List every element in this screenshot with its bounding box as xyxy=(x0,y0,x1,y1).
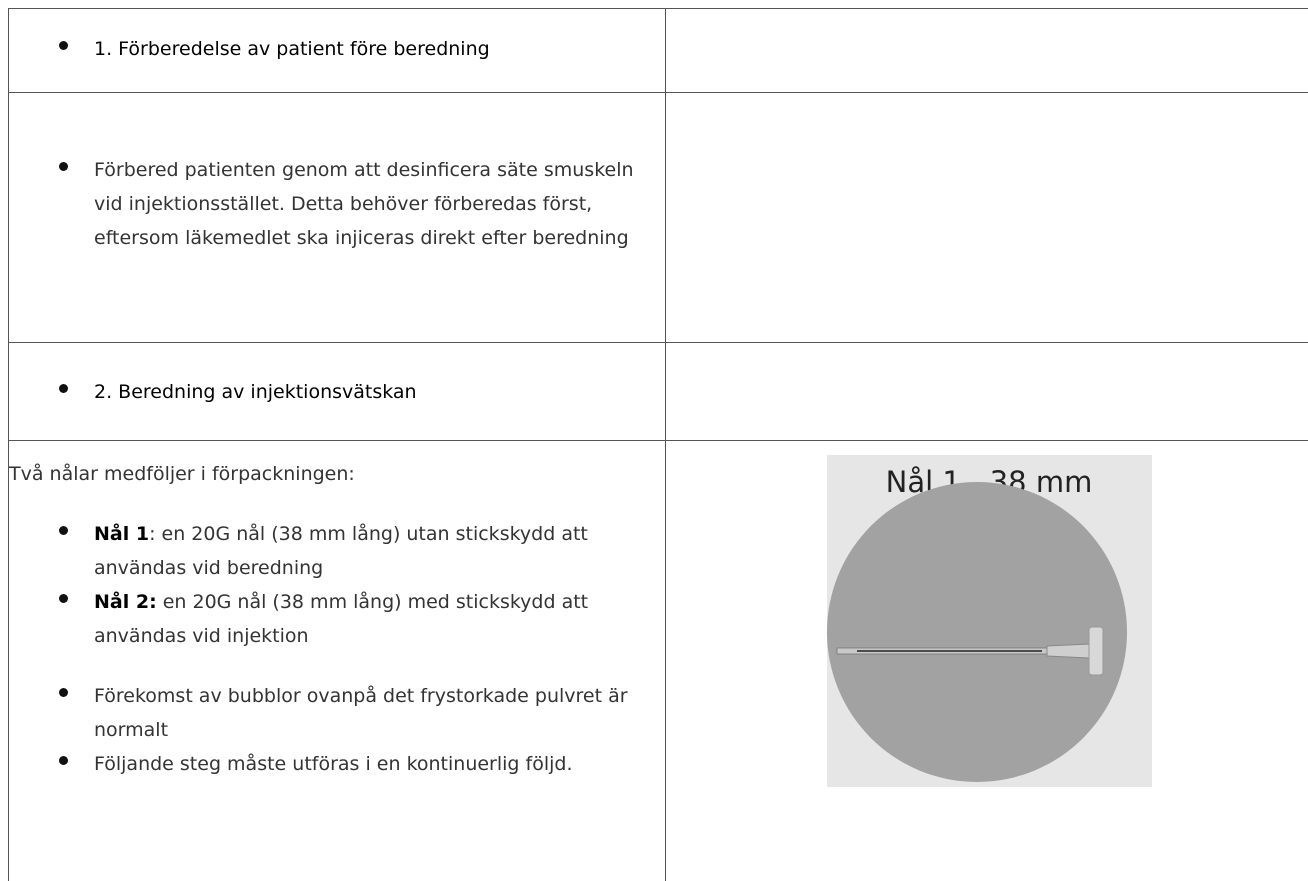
note-item: Följande steg måste utföras i en kontinu… xyxy=(94,747,635,781)
needle-hub xyxy=(1047,644,1089,658)
needle-list: Nål 1: en 20G nål (38 mm lång) utan stic… xyxy=(9,517,635,653)
table-cell: Nål 1 - 38 mm xyxy=(666,441,1308,881)
bullet-list: Förbered patienten genom att desinficera… xyxy=(9,153,659,255)
bullet-list: 1. Förberedelse av patient före berednin… xyxy=(9,32,665,66)
note-item: Förekomst av bubblor ovanpå det frystork… xyxy=(94,679,635,747)
needle-text: en 20G nål (38 mm lång) med stickskydd a… xyxy=(94,591,588,647)
instruction-table: 1. Förberedelse av patient före berednin… xyxy=(8,8,1308,881)
needle-label: Nål 2: xyxy=(94,591,157,613)
bullet-list: 2. Beredning av injektionsvätskan xyxy=(9,375,665,409)
image-circle xyxy=(827,482,1127,782)
note-list: Förekomst av bubblor ovanpå det frystork… xyxy=(9,679,635,781)
bullet-text: Förbered patienten genom att desinficera… xyxy=(94,153,659,255)
intro-text: Två nålar medföljer i förpackningen: xyxy=(9,457,635,491)
table-cell: 2. Beredning av injektionsvätskan xyxy=(9,343,666,441)
needle-item: Nål 1: en 20G nål (38 mm lång) utan stic… xyxy=(94,517,635,585)
table-row: Två nålar medföljer i förpackningen: Nål… xyxy=(9,441,1308,881)
needle-label: Nål 1 xyxy=(94,523,149,545)
needle-item: Nål 2: en 20G nål (38 mm lång) med stick… xyxy=(94,585,635,653)
table-cell xyxy=(666,93,1308,343)
needle-image: Nål 1 - 38 mm xyxy=(827,455,1152,787)
step-heading: 1. Förberedelse av patient före berednin… xyxy=(94,32,665,66)
table-row: Förbered patienten genom att desinficera… xyxy=(9,93,1308,343)
table-row: 2. Beredning av injektionsvätskan xyxy=(9,343,1308,441)
needle-text: : en 20G nål (38 mm lång) utan stickskyd… xyxy=(94,523,588,579)
table-row: 1. Förberedelse av patient före berednin… xyxy=(9,9,1308,93)
needle-base xyxy=(1089,627,1103,675)
table-cell xyxy=(666,9,1308,93)
table-cell xyxy=(666,343,1308,441)
table-cell: 1. Förberedelse av patient före berednin… xyxy=(9,9,666,93)
step-heading: 2. Beredning av injektionsvätskan xyxy=(94,375,665,409)
table-cell: Två nålar medföljer i förpackningen: Nål… xyxy=(9,441,666,881)
table-cell: Förbered patienten genom att desinficera… xyxy=(9,93,666,343)
